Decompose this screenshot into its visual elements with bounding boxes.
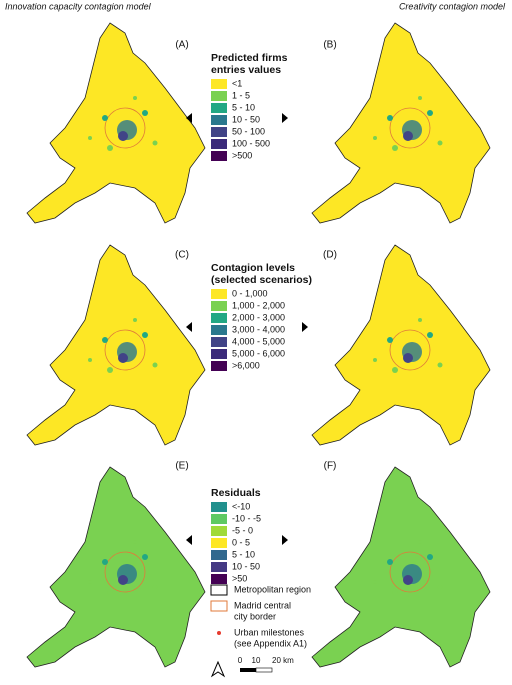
legend-label: city border (234, 611, 276, 621)
legend-swatch (211, 301, 227, 311)
legend-title: (selected scenarios) (211, 274, 312, 286)
legend-swatch (211, 289, 227, 299)
legend-label: 5 - 10 (232, 549, 255, 559)
legend-label: -5 - 0 (232, 525, 253, 535)
legend-label: 0 - 5 (232, 537, 250, 547)
legend-symbol (217, 631, 221, 635)
legend-label: 50 - 100 (232, 126, 265, 136)
legend-label: (see Appendix A1) (234, 638, 307, 648)
legend-swatch (211, 91, 227, 101)
legend-swatch (211, 349, 227, 359)
legend-label: >500 (232, 150, 252, 160)
legend-label: Metropolitan region (234, 584, 311, 594)
scale-bar (255, 667, 273, 673)
legend-swatch (211, 514, 227, 524)
legend-swatch (211, 79, 227, 89)
north-arrow (210, 660, 226, 678)
legend-title: Contagion levels (211, 262, 295, 274)
panel-label: (B) (323, 40, 336, 51)
arrows (186, 113, 308, 545)
legend-swatch (211, 337, 227, 347)
legend-swatch (211, 562, 227, 572)
scale-label: 20 km (272, 656, 294, 665)
legend-title: Residuals (211, 487, 261, 499)
column-title: Innovation capacity contagion model (5, 1, 152, 11)
scale-label: 10 (252, 656, 261, 665)
legend-label: 100 - 500 (232, 138, 270, 148)
legend-swatch (211, 325, 227, 335)
legend-swatch (211, 151, 227, 161)
panel-label: (D) (323, 250, 337, 261)
legend-label: Urban milestones (234, 627, 305, 637)
panel-label: (F) (324, 461, 337, 472)
legend-swatch (211, 526, 227, 536)
legend-label: <1 (232, 78, 242, 88)
column-title: Creativity contagion model (399, 1, 506, 11)
legend-title: entries values (211, 64, 281, 76)
scale-bar (240, 668, 256, 672)
legend-symbol (210, 600, 228, 612)
legend-label: 10 - 50 (232, 561, 260, 571)
legend-label: 10 - 50 (232, 114, 260, 124)
legend-swatch (211, 550, 227, 560)
legend-label: 3,000 - 4,000 (232, 324, 285, 334)
legend-title: Predicted firms (211, 52, 288, 64)
legend-swatch (211, 139, 227, 149)
legend-label: 4,000 - 5,000 (232, 336, 285, 346)
legend-swatch (211, 361, 227, 371)
legend-swatch (211, 115, 227, 125)
legend-label: >50 (232, 573, 247, 583)
legend-swatch (211, 574, 227, 584)
legend-label: 0 - 1,000 (232, 288, 268, 298)
legend-label: 1 - 5 (232, 90, 250, 100)
legend-label: >6,000 (232, 360, 260, 370)
legend-label: 5,000 - 6,000 (232, 348, 285, 358)
panel-label: (E) (175, 461, 188, 472)
legend-swatch (211, 502, 227, 512)
legend-swatch (211, 538, 227, 548)
panel-label: (A) (175, 40, 188, 51)
scale-label: 0 (238, 656, 243, 665)
legend-label: 1,000 - 2,000 (232, 300, 285, 310)
legend-label: 2,000 - 3,000 (232, 312, 285, 322)
legend-label: Madrid central (234, 600, 291, 610)
panel-label: (C) (175, 250, 189, 261)
legend-symbol (210, 584, 228, 596)
legend-swatch (211, 127, 227, 137)
legend-swatch (211, 313, 227, 323)
legend-label: 5 - 10 (232, 102, 255, 112)
legend-label: -10 - -5 (232, 513, 261, 523)
legend-label: <-10 (232, 501, 250, 511)
legend-swatch (211, 103, 227, 113)
